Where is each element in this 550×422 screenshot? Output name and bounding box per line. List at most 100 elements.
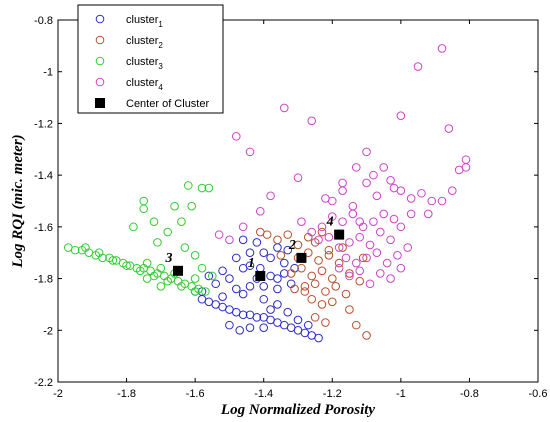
cluster-center-marker — [255, 270, 266, 281]
data-point-cluster4 — [403, 243, 413, 252]
data-point-cluster2 — [334, 258, 344, 268]
data-point-cluster4 — [382, 258, 392, 268]
data-point-cluster4 — [327, 212, 337, 221]
data-point-cluster1 — [225, 274, 234, 283]
legend-label: cluster1 — [126, 14, 163, 29]
data-point-cluster1 — [225, 320, 234, 330]
data-point-cluster2 — [321, 318, 330, 327]
data-point-cluster4 — [245, 147, 255, 157]
data-point-cluster1 — [259, 323, 269, 333]
data-point-cluster3 — [190, 251, 200, 260]
data-point-cluster4 — [338, 178, 347, 188]
data-point-cluster4 — [307, 227, 317, 237]
y-tick-label: -1 — [43, 67, 53, 79]
data-point-cluster3 — [94, 248, 104, 258]
data-point-cluster2 — [355, 276, 365, 286]
data-point-cluster3 — [163, 276, 173, 286]
data-point-cluster2 — [341, 289, 351, 299]
data-point-cluster4 — [317, 222, 327, 232]
data-point-cluster3 — [142, 274, 152, 283]
data-point-cluster3 — [170, 201, 179, 211]
data-point-cluster3 — [135, 266, 145, 276]
y-tick-label: -1.6 — [34, 222, 53, 234]
y-tick-label: -1.2 — [34, 118, 53, 130]
data-point-cluster4 — [341, 253, 351, 263]
data-point-cluster1 — [283, 245, 293, 255]
data-point-cluster1 — [235, 325, 245, 335]
data-point-cluster4 — [351, 258, 361, 268]
x-axis-title: Log Normalized Porosity — [220, 402, 376, 418]
data-point-cluster4 — [406, 194, 416, 203]
data-point-cluster3 — [129, 222, 138, 232]
data-point-cluster1 — [245, 282, 255, 291]
data-point-cluster4 — [355, 266, 365, 276]
data-point-cluster4 — [214, 230, 224, 239]
data-point-cluster2 — [345, 305, 354, 314]
legend-marker — [95, 77, 105, 87]
data-point-cluster2 — [303, 248, 313, 258]
data-point-cluster3 — [180, 243, 190, 252]
data-point-cluster3 — [156, 263, 166, 273]
data-point-cluster4 — [362, 178, 371, 188]
data-point-cluster2 — [324, 245, 334, 255]
data-point-cluster4 — [355, 217, 365, 226]
data-point-cluster1 — [279, 269, 289, 278]
data-point-cluster3 — [197, 263, 207, 273]
data-point-cluster4 — [293, 173, 303, 183]
data-point-cluster4 — [369, 170, 378, 180]
data-point-cluster4 — [279, 103, 289, 113]
data-point-cluster1 — [266, 305, 275, 314]
data-point-cluster4 — [375, 227, 385, 237]
legend-marker — [95, 98, 105, 108]
data-point-cluster1 — [238, 235, 248, 245]
data-point-cluster4 — [386, 274, 395, 283]
cluster-center-marker — [173, 265, 183, 276]
legend-label: cluster3 — [126, 56, 163, 71]
data-point-cluster3 — [70, 245, 80, 255]
data-point-cluster2 — [317, 266, 327, 276]
legend-marker — [95, 56, 105, 66]
data-point-cluster2 — [362, 331, 371, 340]
data-point-cluster1 — [273, 284, 282, 294]
data-point-cluster4 — [345, 238, 354, 247]
data-point-cluster3 — [81, 243, 90, 252]
data-point-cluster3 — [139, 204, 149, 214]
data-point-cluster3 — [122, 261, 131, 270]
y-tick-label: -1.8 — [34, 274, 53, 286]
data-point-cluster4 — [365, 279, 375, 289]
data-point-cluster2 — [317, 300, 327, 309]
x-tick-label: -2 — [53, 388, 63, 400]
data-point-cluster1 — [211, 279, 221, 289]
data-point-cluster4 — [255, 207, 265, 216]
x-tick-label: -0.8 — [460, 388, 479, 400]
data-point-cluster1 — [204, 271, 214, 281]
data-point-cluster3 — [187, 201, 197, 211]
x-tick-label: -1.8 — [117, 388, 136, 400]
legend-label: cluster2 — [126, 35, 163, 50]
data-point-cluster4 — [266, 191, 275, 201]
data-point-cluster2 — [351, 320, 361, 330]
legend-marker — [95, 14, 105, 24]
data-point-cluster4 — [423, 209, 433, 219]
data-point-cluster2 — [286, 269, 296, 278]
data-point-cluster4 — [362, 147, 371, 157]
legend: cluster1 cluster2 cluster3 cluster4 Center o… — [77, 4, 224, 114]
x-tick-label: -1.6 — [186, 388, 205, 400]
data-point-cluster1 — [238, 310, 248, 320]
data-point-cluster3 — [190, 287, 200, 296]
data-point-cluster4 — [351, 163, 361, 172]
data-point-cluster4 — [334, 263, 344, 273]
data-point-cluster4 — [389, 214, 399, 224]
data-point-cluster2 — [310, 313, 320, 322]
data-point-cluster1 — [259, 282, 269, 291]
data-point-cluster4 — [307, 116, 317, 126]
data-point-cluster2 — [331, 282, 341, 291]
data-point-cluster1 — [279, 258, 289, 268]
data-point-cluster1 — [273, 300, 282, 309]
data-point-cluster4 — [338, 217, 347, 226]
data-points — [63, 44, 471, 343]
data-point-cluster4 — [225, 235, 234, 245]
data-point-cluster3 — [197, 183, 207, 193]
data-point-cluster1 — [314, 333, 323, 343]
data-point-cluster4 — [321, 194, 330, 203]
